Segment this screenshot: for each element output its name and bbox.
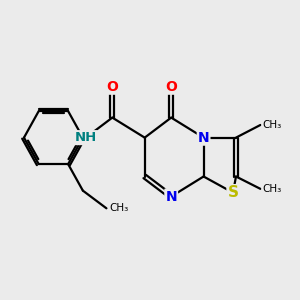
Text: CH₃: CH₃ (262, 184, 281, 194)
Text: NH: NH (75, 131, 97, 144)
Text: CH₃: CH₃ (262, 120, 281, 130)
Text: S: S (227, 185, 239, 200)
Text: N: N (198, 130, 209, 145)
Text: CH₃: CH₃ (110, 203, 129, 213)
Text: N: N (165, 190, 177, 203)
Text: O: O (165, 80, 177, 94)
Text: O: O (106, 80, 118, 94)
